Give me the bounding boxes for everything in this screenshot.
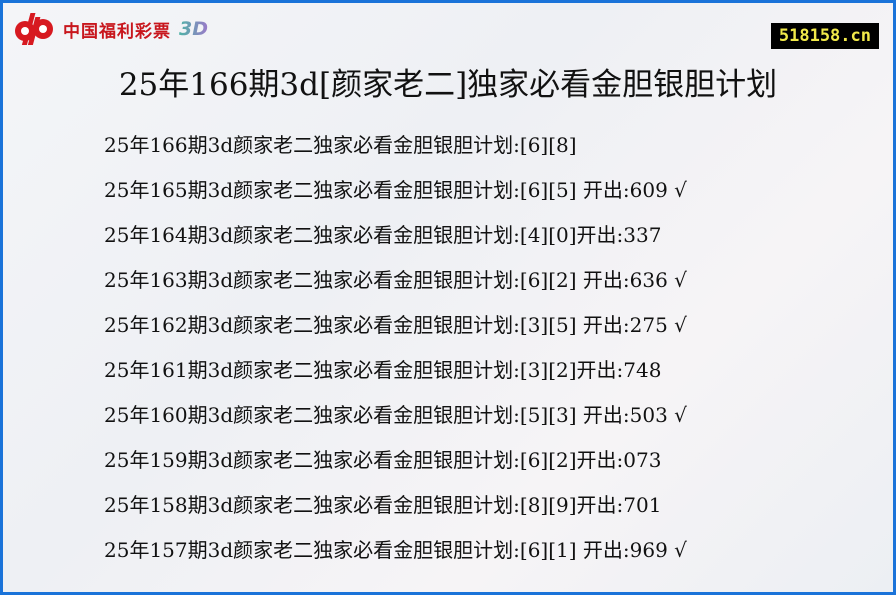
plan-list: 25年166期3d颜家老二独家必看金胆银胆计划:[6][8] 25年165期3d… <box>104 131 687 581</box>
list-item: 25年165期3d颜家老二独家必看金胆银胆计划:[6][5] 开出:609 √ <box>104 178 687 202</box>
list-item: 25年160期3d颜家老二独家必看金胆银胆计划:[5][3] 开出:503 √ <box>104 403 687 427</box>
list-item: 25年159期3d颜家老二独家必看金胆银胆计划:[6][2]开出:073 <box>104 448 662 472</box>
list-item: 25年158期3d颜家老二独家必看金胆银胆计划:[8][9]开出:701 <box>104 493 662 517</box>
list-item: 25年161期3d颜家老二独家必看金胆银胆计划:[3][2]开出:748 <box>104 358 662 382</box>
list-item: 25年166期3d颜家老二独家必看金胆银胆计划:[6][8] <box>104 133 577 157</box>
logo-3d: 3D <box>179 18 208 40</box>
list-item: 25年163期3d颜家老二独家必看金胆银胆计划:[6][2] 开出:636 √ <box>104 268 687 292</box>
list-item: 25年157期3d颜家老二独家必看金胆银胆计划:[6][1] 开出:969 √ <box>104 538 687 562</box>
logo-text: 中国福利彩票 <box>63 21 171 42</box>
list-item: 25年162期3d颜家老二独家必看金胆银胆计划:[3][5] 开出:275 √ <box>104 313 687 337</box>
lottery-logo: 中国福利彩票 3D <box>11 11 208 47</box>
site-badge: 518158.cn <box>770 23 879 49</box>
page-title: 25年166期3d[颜家老二]独家必看金胆银胆计划 <box>118 67 778 103</box>
list-item: 25年164期3d颜家老二独家必看金胆银胆计划:[4][0]开出:337 <box>104 223 662 247</box>
welfare-lottery-logo-icon <box>15 13 53 45</box>
